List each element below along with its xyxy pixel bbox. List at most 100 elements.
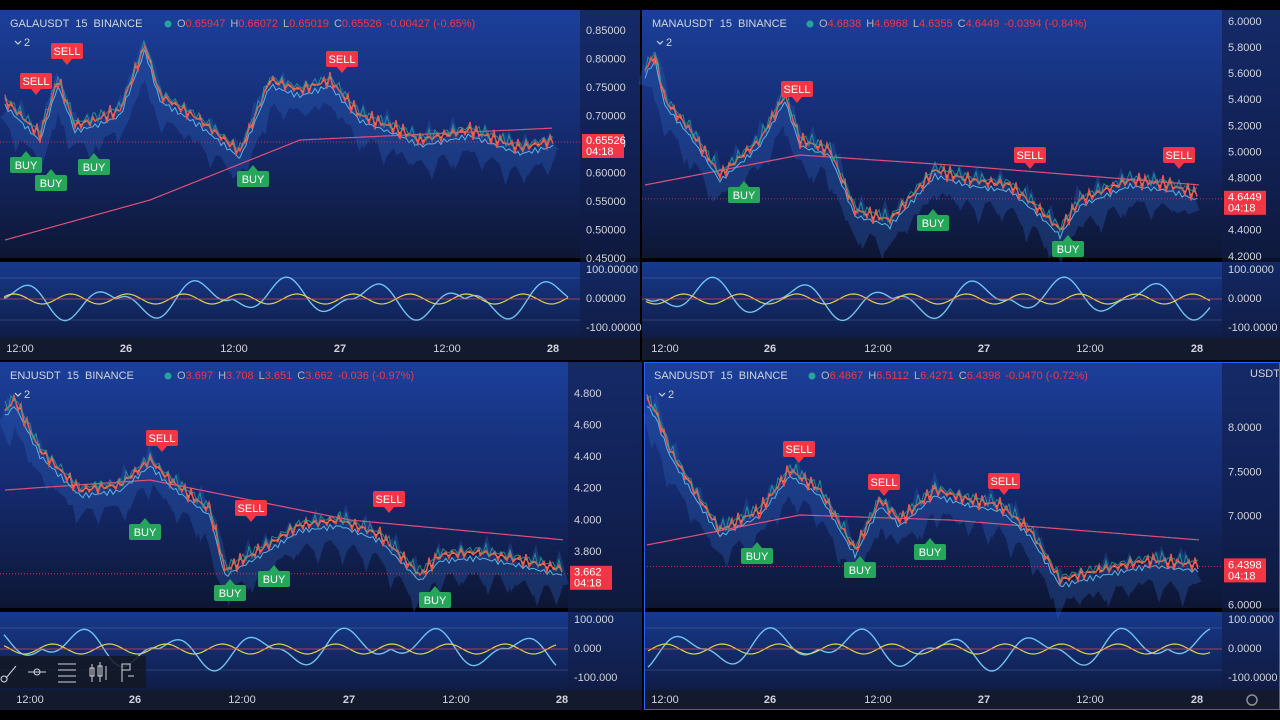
signal-pointer: [62, 59, 72, 65]
price-tag: [1224, 190, 1266, 215]
osc-tick-label: -100.0000: [1228, 322, 1278, 334]
signal-pointer: [855, 556, 865, 562]
ohlc-value: 0.65019: [289, 18, 329, 30]
toolbar-bg: [0, 656, 146, 688]
oscillator-pane: [0, 262, 640, 338]
time-label: 28: [556, 694, 568, 706]
signal-pointer: [925, 538, 935, 544]
ohlc: O0.65947 H0.66072 L0.65019 C0.65526 -0.00427…: [177, 18, 475, 30]
price-tick-label: 4.000: [574, 514, 602, 526]
countdown: 04:18: [1228, 570, 1256, 582]
time-label: 28: [547, 343, 559, 355]
collapse-chevron: [658, 392, 666, 397]
price-tick-label: 6.0000: [1228, 16, 1262, 28]
price-line: [4, 42, 554, 157]
status-dot: [164, 20, 172, 28]
signal-label: BUY: [849, 565, 872, 577]
time-label: 26: [120, 343, 132, 355]
indicator-count: 2: [24, 37, 30, 49]
time-axis: [642, 338, 1280, 360]
price-tick-label: 4.400: [574, 451, 602, 463]
signal-pointer: [792, 97, 802, 103]
time-axis: [0, 338, 640, 360]
moving-average: [646, 405, 1199, 588]
time-label: 27: [334, 343, 346, 355]
price-tag-value: 4.6449: [1228, 192, 1262, 204]
ohlc-value: 3.662: [305, 370, 333, 382]
signal-label: BUY: [263, 574, 286, 586]
signal-label: SELL: [149, 433, 176, 445]
ohlc-value: 4.6838: [828, 18, 862, 30]
signal-badge: [10, 157, 42, 173]
collapse-chevron: [14, 40, 22, 45]
ohlc-value: 0.65526: [342, 18, 382, 30]
price-tick-label: 4.4000: [1228, 225, 1262, 237]
price-line: [646, 395, 1199, 583]
price-tag-value: 0.65526: [586, 135, 626, 147]
ohlc-key: C: [334, 18, 342, 30]
signal-label: SELL: [784, 84, 811, 96]
price-tick-label: 4.8000: [1228, 173, 1262, 185]
price-line: [644, 51, 1198, 234]
signal-pointer: [739, 181, 749, 187]
ohlc: O3.697 H3.708 L3.651 C3.662 -0.036 (-0.97%): [177, 370, 414, 382]
exchange: BINANCE: [738, 18, 787, 30]
signal-label: BUY: [40, 178, 63, 190]
signal-badge: [20, 73, 52, 89]
osc-tick-label: -100.0000: [1228, 672, 1278, 684]
tool-icon: [58, 663, 76, 683]
signal-label: BUY: [919, 547, 942, 559]
signal-badge: [741, 548, 773, 564]
time-label: 12:00: [6, 343, 34, 355]
signal-label: BUY: [134, 527, 157, 539]
signal-pointer: [140, 518, 150, 524]
signal-badge: [78, 159, 110, 175]
price-tick-label: 7.0000: [1228, 511, 1262, 523]
status-dot: [806, 20, 814, 28]
price-tick-label: 0.45000: [586, 253, 626, 265]
price-tick-label: 4.600: [574, 420, 602, 432]
ohlc-key: H: [866, 18, 874, 30]
time-label: 28: [1191, 694, 1203, 706]
symbol-header: MANAUSDT 15 BINANCE: [652, 18, 787, 30]
price-axis: [1222, 10, 1280, 338]
ohlc-value: 4.6355: [919, 18, 953, 30]
cloud: [0, 38, 559, 186]
countdown: 04:18: [586, 146, 614, 158]
osc-tick-label: 0.00000: [586, 293, 626, 305]
signal-label: BUY: [733, 190, 756, 202]
signal-label: SELL: [238, 503, 265, 515]
price-tick-label: 5.8000: [1228, 42, 1262, 54]
symbol: GALAUSDT: [10, 18, 70, 30]
ohlc-key: H: [868, 370, 876, 382]
price-tick-label: 5.2000: [1228, 120, 1262, 132]
moving-average: [646, 514, 1200, 546]
osc-line: [647, 627, 1211, 672]
signal-pointer: [31, 89, 41, 95]
price-tag: [582, 134, 624, 159]
time-label: 12:00: [442, 694, 470, 706]
settings-icon: [1246, 694, 1258, 706]
collapse-chevron: [14, 392, 22, 397]
ohlc-key: H: [218, 370, 226, 382]
signal-pointer: [225, 579, 235, 585]
signal-badge: [419, 592, 451, 608]
time-label: 12:00: [228, 694, 256, 706]
price-tick-label: 4.800: [574, 388, 602, 400]
osc-signal: [645, 293, 1211, 305]
price-tick-label: 0.70000: [586, 110, 626, 122]
signal-label: SELL: [991, 476, 1018, 488]
price-tick-label: 4.200: [574, 483, 602, 495]
tool-icon: [121, 663, 134, 682]
price-tick-label: 5.6000: [1228, 68, 1262, 80]
price-tag-value: 3.662: [574, 567, 602, 579]
signal-pointer: [269, 565, 279, 571]
signal-badge: [373, 491, 405, 507]
signal-pointer: [157, 446, 167, 452]
change: -0.0470 (-0.72%): [1005, 370, 1088, 382]
osc-tick-label: 100.00000: [586, 264, 638, 276]
price-tick-label: 4.2000: [1228, 251, 1262, 263]
price-tick-label: 0.85000: [586, 25, 626, 37]
cloud: [638, 56, 1200, 264]
signal-badge: [844, 562, 876, 578]
